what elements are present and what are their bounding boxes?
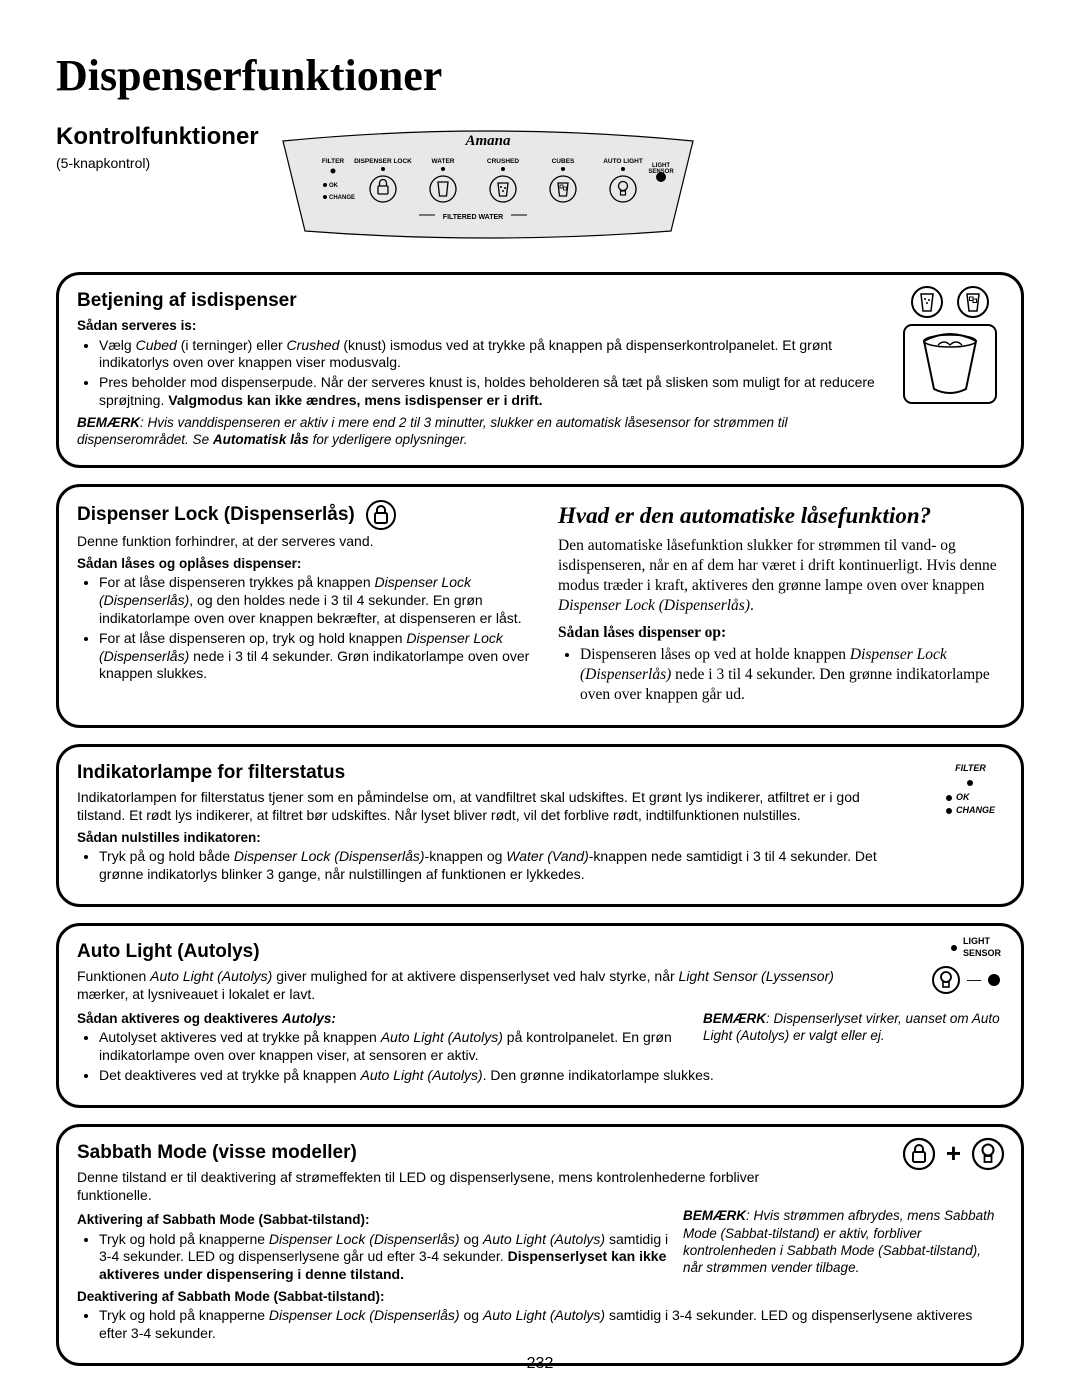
box5-note: BEMÆRK: Hvis strømmen afbrydes, mens Sab…: [683, 1207, 1003, 1276]
crushed-icon: [910, 285, 944, 319]
box5-heading: Sabbath Mode (visse modeller): [77, 1141, 1003, 1165]
box2-left-p1: Denne funktion forhindrer, at der server…: [77, 533, 540, 551]
plus-icon: +: [946, 1137, 961, 1170]
ice-side-illustration: [895, 285, 1005, 409]
box5-b2: Tryk og hold på knapperne Dispenser Lock…: [99, 1307, 1003, 1343]
box-auto-light: LIGHTSENSOR — Auto Light (Autolys) Funkt…: [56, 923, 1024, 1108]
box4-p1: Funktionen Auto Light (Autolys) giver mu…: [77, 968, 1003, 1004]
box4-note: BEMÆRK: Dispenserlyset virker, uanset om…: [703, 1010, 1003, 1045]
box2-right-p1: Den automatiske låsefunktion slukker for…: [558, 536, 1003, 615]
svg-text:DISPENSER LOCK: DISPENSER LOCK: [354, 158, 412, 165]
cubes-icon: [956, 285, 990, 319]
page-title: Dispenserfunktioner: [56, 50, 1024, 101]
svg-text:FILTER: FILTER: [322, 158, 345, 165]
box-sabbath-mode: + Sabbath Mode (visse modeller) Denne ti…: [56, 1124, 1024, 1366]
box3-heading: Indikatorlampe for filterstatus: [77, 761, 1003, 785]
lock-icon: [902, 1137, 936, 1171]
svg-text:WATER: WATER: [431, 158, 454, 165]
svg-text:CHANGE: CHANGE: [329, 195, 355, 201]
box-dispenser-lock: Dispenser Lock (Dispenserlås) Denne funk…: [56, 484, 1024, 728]
box1-bullet-1: Vælg Cubed (i terninger) eller Crushed (…: [99, 337, 875, 373]
box4-heading: Auto Light (Autolys): [77, 940, 1003, 964]
box-filter-status: FILTER OK CHANGE Indikatorlampe for filt…: [56, 744, 1024, 907]
sabbath-icons: +: [902, 1137, 1005, 1171]
svg-text:CUBES: CUBES: [551, 158, 574, 165]
box3-b1: Tryk på og hold både Dispenser Lock (Dis…: [99, 848, 893, 884]
box5-sub2: Deaktivering af Sabbath Mode (Sabbat-til…: [77, 1288, 1003, 1305]
brand-logo: Amana: [464, 133, 511, 149]
box2-left-sub: Sådan låses og oplåses dispenser:: [77, 555, 540, 572]
svg-text:SENSOR: SENSOR: [648, 169, 674, 175]
box2-right-b1: Dispenseren låses op ved at holde knappe…: [580, 645, 1003, 704]
box5-p1: Denne tilstand er til deaktivering af st…: [77, 1169, 1003, 1205]
autolight-indicator-icon: LIGHTSENSOR —: [931, 936, 1001, 995]
svg-text:OK: OK: [329, 183, 339, 189]
bulb-icon: [971, 1137, 1005, 1171]
svg-text:AUTO LIGHT: AUTO LIGHT: [603, 158, 643, 165]
svg-text:FILTERED WATER: FILTERED WATER: [442, 214, 502, 221]
box1-sub: Sådan serveres is:: [77, 317, 875, 334]
box2-left-heading: Dispenser Lock (Dispenserlås): [77, 504, 355, 525]
box2-left-b1: For at låse dispenseren trykkes på knapp…: [99, 574, 540, 628]
kontrol-label: Kontrolfunktioner: [56, 123, 259, 151]
box3-sub: Sådan nulstilles indikatoren:: [77, 829, 1003, 846]
control-panel-illustration: Amana FILTER DISPENSER LOCK WATER CRUSHE…: [273, 123, 703, 248]
lock-icon: [365, 499, 397, 531]
cup-in-dispenser-icon: [902, 323, 998, 405]
box1-bullet-2: Pres beholder mod dispenserpude. Når der…: [99, 374, 875, 410]
box2-right-sub: Sådan låses dispenser op:: [558, 623, 1003, 643]
kontrol-row: Kontrolfunktioner (5-knapkontrol) Amana …: [56, 123, 1024, 248]
box1-note: BEMÆRK: Hvis vanddispenseren er aktiv i …: [77, 414, 875, 449]
box3-p1: Indikatorlampen for filterstatus tjener …: [77, 789, 1003, 825]
box1-heading: Betjening af isdispenser: [77, 289, 875, 313]
page-number: 232: [0, 1355, 1080, 1373]
box-ice-dispenser: Betjening af isdispenser Sådan serveres …: [56, 272, 1024, 468]
svg-text:CRUSHED: CRUSHED: [487, 158, 519, 165]
box2-left-b2: For at låse dispenseren op, tryk og hold…: [99, 630, 540, 684]
kontrol-sub: (5-knapkontrol): [56, 155, 259, 171]
filter-indicator-icon: FILTER OK CHANGE: [946, 763, 995, 817]
box4-b2: Det deaktiveres ved at trykke på knappen…: [99, 1067, 1003, 1085]
box2-right-heading: Hvad er den automatiske låsefunktion?: [558, 501, 1003, 530]
